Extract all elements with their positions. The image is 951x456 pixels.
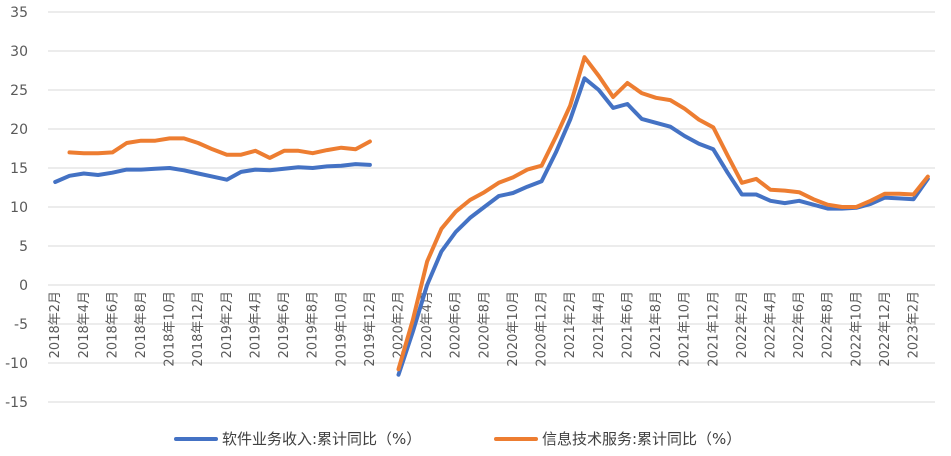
x-tick-label: 2019年10月	[334, 291, 349, 367]
x-tick-label: 2020年8月	[477, 291, 492, 358]
y-tick-label: 20	[10, 122, 28, 138]
x-tick-label: 2019年8月	[306, 291, 321, 358]
x-tick-label: 2018年10月	[163, 291, 178, 367]
x-tick-label: 2022年12月	[878, 291, 893, 367]
x-tick-label: 2021年4月	[592, 291, 607, 358]
x-tick-label: 2021年6月	[620, 291, 635, 358]
x-tick-label: 2018年2月	[48, 291, 63, 358]
y-tick-label: 25	[10, 83, 28, 99]
x-tick-label: 2020年4月	[420, 291, 435, 358]
x-tick-label: 2021年2月	[563, 291, 578, 358]
x-tick-label: 2019年4月	[248, 291, 263, 358]
x-tick-label: 2021年8月	[649, 291, 664, 358]
x-tick-label: 2020年2月	[392, 291, 407, 358]
x-tick-label: 2018年4月	[77, 291, 92, 358]
y-tick-label: 5	[19, 239, 28, 255]
x-tick-label: 2018年12月	[191, 291, 206, 367]
x-tick-label: 2021年10月	[678, 291, 693, 367]
grid-lines	[48, 11, 935, 403]
series-line-2	[67, 55, 930, 372]
x-tick-label: 2021年12月	[706, 291, 721, 367]
y-axis-tick-labels: -15 -10 -5 0 5 10 15 20 25 30 35	[5, 5, 28, 411]
y-tick-label: -15	[5, 395, 28, 411]
x-tick-label: 2022年8月	[821, 291, 836, 358]
legend: 软件业务收入:累计同比（%） 信息技术服务:累计同比（%）	[174, 430, 741, 448]
series-lines	[53, 55, 930, 377]
x-axis-tick-labels: 2018年2月 2018年4月 2018年6月 2018年8月 2018年10月 2018…	[48, 291, 921, 367]
x-tick-label: 2022年10月	[849, 291, 864, 367]
x-tick-label: 2018年6月	[105, 291, 120, 358]
x-tick-label: 2018年8月	[134, 291, 149, 358]
x-tick-label: 2022年2月	[735, 291, 750, 358]
x-tick-label: 2019年2月	[220, 291, 235, 358]
y-tick-label: 30	[10, 44, 28, 60]
y-tick-label: 0	[19, 278, 28, 294]
x-tick-label: 2020年12月	[535, 291, 550, 367]
x-tick-label: 2020年6月	[449, 291, 464, 358]
y-tick-label: -5	[14, 317, 28, 333]
legend-label: 软件业务收入:累计同比（%）	[222, 430, 421, 448]
legend-label: 信息技术服务:累计同比（%）	[542, 430, 741, 448]
x-tick-label: 2020年10月	[506, 291, 521, 367]
x-tick-label: 2019年12月	[363, 291, 378, 367]
x-tick-label: 2019年6月	[277, 291, 292, 358]
x-tick-label: 2022年4月	[763, 291, 778, 358]
y-tick-label: 35	[10, 5, 28, 21]
y-tick-label: 10	[10, 200, 28, 216]
y-tick-label: 15	[10, 161, 28, 177]
x-tick-label: 2023年2月	[907, 291, 922, 358]
x-tick-label: 2022年6月	[792, 291, 807, 358]
y-tick-label: -10	[5, 356, 28, 372]
